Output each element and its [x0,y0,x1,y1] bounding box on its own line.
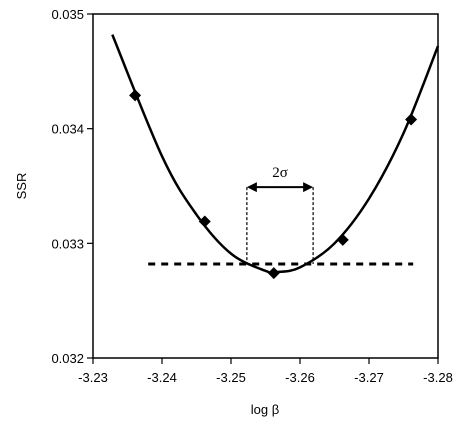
arrow-head [303,182,314,193]
y-tick-label: 0.032 [51,351,84,366]
data-point [267,267,280,280]
fit-curve [111,34,440,275]
y-tick-label: 0.033 [51,236,84,251]
y-axis-label: SSR [14,173,29,200]
y-tick-label: 0.034 [51,122,84,137]
x-tick-label: -3.26 [285,370,315,385]
data-point [198,215,211,228]
x-tick-label: -3.23 [78,370,108,385]
x-tick-label: -3.24 [147,370,177,385]
x-tick-label: -3.25 [216,370,246,385]
x-tick-label: -3.27 [354,370,384,385]
data-point [336,233,349,246]
x-axis-label: log β [251,402,279,417]
y-tick-label: 0.035 [51,7,84,22]
interval-label: 2σ [272,165,288,181]
data-point [129,89,142,102]
plot-frame [92,13,439,359]
data-point [405,113,418,126]
arrow-head [246,182,257,193]
x-tick-label: -3.28 [423,370,453,385]
